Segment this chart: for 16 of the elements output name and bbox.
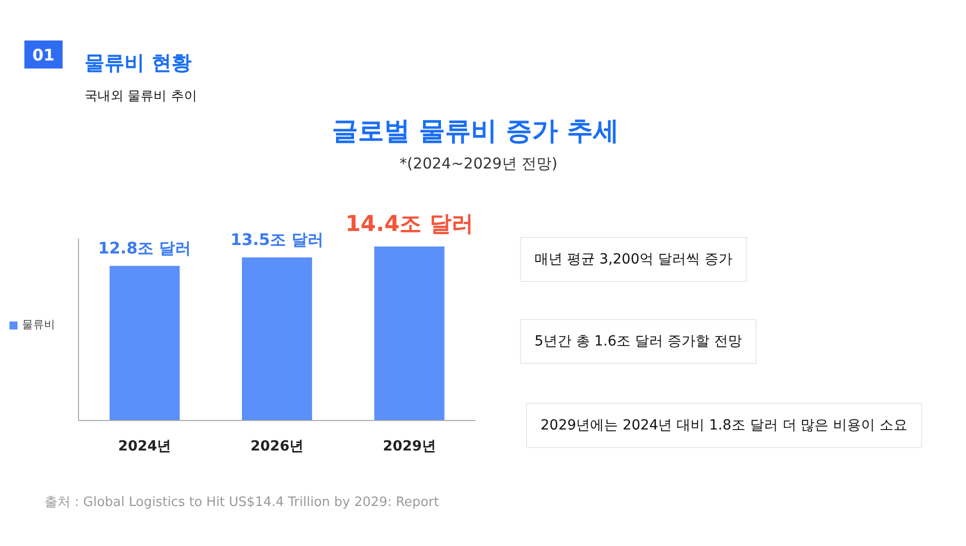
text: 5년간 총 1.6조 달러 증가할 전망 <box>534 334 742 350</box>
data-label: 12.8조 달러 <box>98 238 192 258</box>
text: 01 <box>32 46 55 64</box>
x-tick-label: 2026년 <box>250 438 304 454</box>
text: 물류비 현황 <box>84 50 192 74</box>
chart-title: 글로벌 물류비 증가 추세 <box>332 116 620 146</box>
x-tick-label: 2029년 <box>382 438 436 454</box>
source-note: 출처 : Global Logistics to Hit US$14.4 Trillion by 2029: Report <box>44 495 439 510</box>
legend-label: 물류비 <box>22 317 55 332</box>
text: 매년 평균 3,200억 달러씩 증가 <box>534 252 732 268</box>
text: 국내외 물류비 추이 <box>84 89 197 104</box>
data-label: 14.4조 달러 <box>345 212 474 238</box>
x-tick-label: 2024년 <box>118 438 172 454</box>
chart-subtitle: *(2024~2029년 전망) <box>400 154 558 172</box>
data-label: 13.5조 달러 <box>230 230 324 249</box>
text: 2029년에는 2024년 대비 1.8조 달러 더 많은 비용이 소요 <box>540 418 908 434</box>
